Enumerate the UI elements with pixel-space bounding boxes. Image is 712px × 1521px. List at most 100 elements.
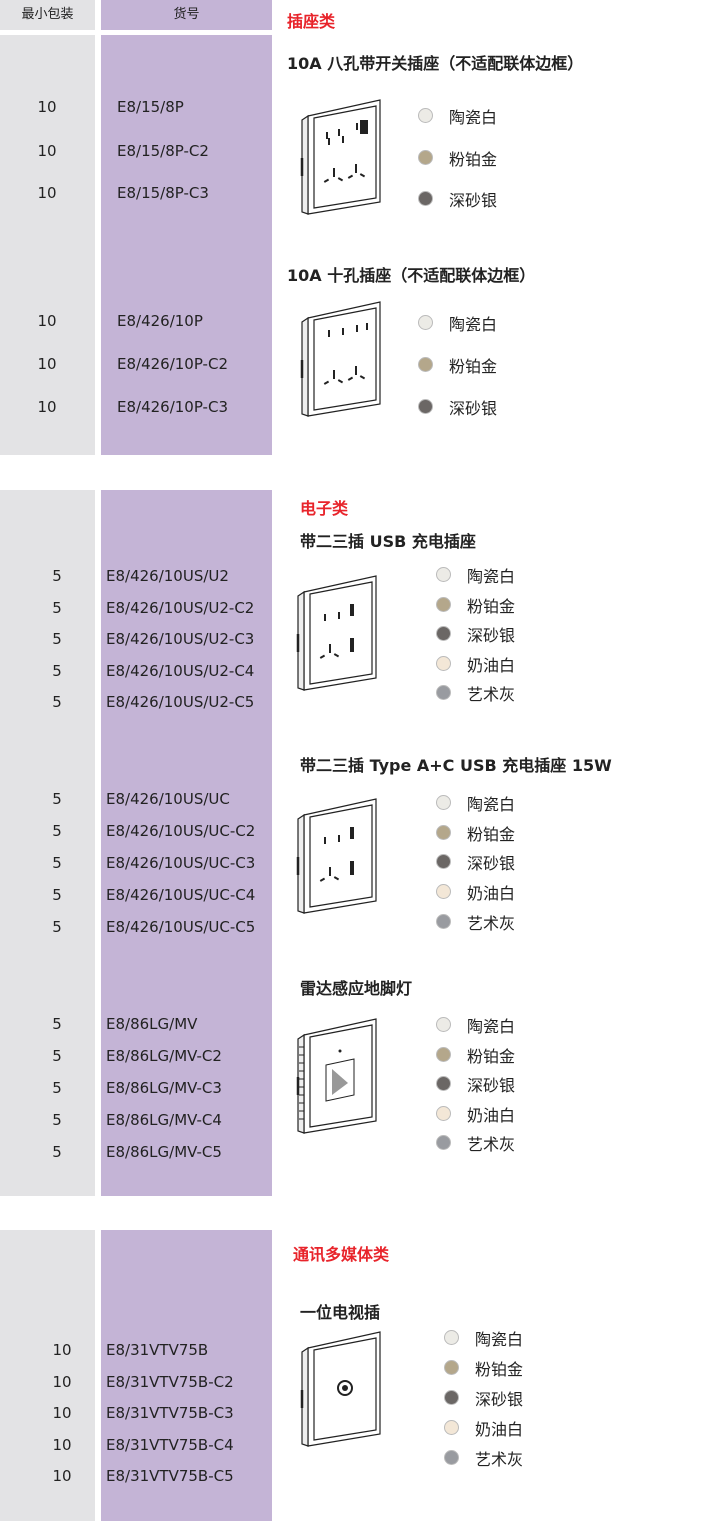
color-swatch bbox=[436, 1135, 451, 1150]
product-code: E8/86LG/MV bbox=[106, 1015, 198, 1033]
code-column bbox=[101, 1230, 272, 1521]
product-name: 一位电视插 bbox=[300, 1303, 381, 1322]
color-swatch bbox=[436, 1076, 451, 1091]
color-name: 深砂银 bbox=[475, 1390, 524, 1409]
product-code: E8/31VTV75B-C4 bbox=[106, 1435, 234, 1454]
color-swatch bbox=[444, 1360, 459, 1375]
color-name: 陶瓷白 bbox=[475, 1330, 524, 1349]
color-name: 艺术灰 bbox=[467, 913, 516, 933]
color-name: 粉铂金 bbox=[475, 1360, 524, 1379]
min-pack: 10 bbox=[37, 398, 57, 416]
min-pack: 5 bbox=[52, 1079, 62, 1097]
color-swatch bbox=[436, 596, 451, 612]
product-code: E8/15/8P-C3 bbox=[117, 184, 209, 202]
color-swatch bbox=[436, 1105, 451, 1121]
color-swatch bbox=[436, 626, 451, 641]
product-code: E8/426/10US/UC-C4 bbox=[106, 886, 256, 904]
color-name: 深砂银 bbox=[467, 626, 516, 645]
min-pack: 10 bbox=[52, 1372, 72, 1391]
product-code: E8/31VTV75B-C5 bbox=[106, 1467, 234, 1485]
color-swatch bbox=[418, 357, 433, 372]
color-name: 深砂银 bbox=[449, 191, 498, 210]
color-swatch bbox=[444, 1450, 459, 1465]
color-swatch bbox=[418, 191, 433, 206]
product-image bbox=[300, 1331, 381, 1447]
min-pack: 10 bbox=[52, 1435, 72, 1454]
product-code: E8/426/10US/U2-C2 bbox=[106, 598, 255, 617]
color-swatch bbox=[418, 108, 433, 123]
color-name: 粉铂金 bbox=[449, 150, 498, 169]
product-code: E8/15/8P bbox=[117, 98, 184, 116]
min-pack: 5 bbox=[52, 918, 62, 936]
min-pack: 10 bbox=[37, 142, 57, 160]
color-name: 陶瓷白 bbox=[449, 108, 498, 127]
min-pack: 10 bbox=[52, 1341, 72, 1359]
min-pack: 10 bbox=[37, 98, 57, 116]
color-swatch bbox=[436, 1046, 451, 1062]
product-image bbox=[296, 798, 377, 914]
color-name: 粉铂金 bbox=[467, 824, 516, 844]
min-pack: 5 bbox=[52, 1143, 62, 1161]
color-swatch bbox=[436, 1017, 451, 1032]
section-title: 电子类 bbox=[300, 499, 349, 518]
header-cell: 货号 bbox=[101, 0, 272, 30]
color-name: 艺术灰 bbox=[467, 1135, 516, 1154]
product-code: E8/426/10P-C3 bbox=[117, 398, 228, 416]
product-code: E8/426/10US/UC bbox=[106, 790, 230, 808]
min-pack: 5 bbox=[52, 886, 62, 904]
product-code: E8/31VTV75B-C2 bbox=[106, 1372, 234, 1391]
product-name: 雷达感应地脚灯 bbox=[300, 979, 413, 998]
color-swatch bbox=[444, 1420, 459, 1435]
section-title: 插座类 bbox=[287, 12, 336, 31]
product-code: E8/426/10US/U2-C5 bbox=[106, 693, 255, 711]
min-pack: 5 bbox=[52, 854, 62, 872]
color-swatch bbox=[436, 824, 451, 840]
min-pack: 5 bbox=[52, 1015, 62, 1033]
color-swatch bbox=[436, 795, 451, 810]
color-name: 深砂银 bbox=[467, 854, 516, 874]
qty-column bbox=[0, 35, 95, 455]
product-code: E8/31VTV75B bbox=[106, 1341, 209, 1359]
min-pack: 10 bbox=[37, 312, 57, 330]
color-name: 深砂银 bbox=[449, 399, 498, 418]
product-name: 10A 十孔插座（不适配联体边框） bbox=[287, 266, 536, 285]
product-image bbox=[296, 1018, 377, 1134]
min-pack: 5 bbox=[52, 661, 62, 680]
product-image bbox=[300, 99, 381, 215]
color-name: 奶油白 bbox=[467, 655, 516, 675]
product-code: E8/86LG/MV-C3 bbox=[106, 1079, 222, 1097]
product-code: E8/86LG/MV-C4 bbox=[106, 1111, 222, 1129]
color-name: 陶瓷白 bbox=[467, 1017, 516, 1036]
color-swatch bbox=[436, 567, 451, 582]
product-code: E8/86LG/MV-C5 bbox=[106, 1143, 222, 1161]
code-column bbox=[101, 490, 272, 1196]
header-cell: 最小包装 bbox=[0, 0, 95, 30]
min-pack: 5 bbox=[52, 822, 62, 840]
section-title: 通讯多媒体类 bbox=[293, 1245, 390, 1264]
color-name: 粉铂金 bbox=[467, 1046, 516, 1066]
qty-column bbox=[0, 490, 95, 1196]
product-code: E8/31VTV75B-C3 bbox=[106, 1404, 234, 1422]
product-code: E8/426/10P-C2 bbox=[117, 355, 228, 373]
min-pack: 5 bbox=[52, 790, 62, 808]
color-name: 奶油白 bbox=[467, 1105, 516, 1125]
min-pack: 10 bbox=[37, 355, 57, 373]
product-code: E8/426/10US/U2-C4 bbox=[106, 661, 255, 680]
product-image bbox=[300, 301, 381, 417]
product-name: 带二三插 USB 充电插座 bbox=[300, 532, 476, 551]
color-swatch bbox=[436, 913, 451, 929]
min-pack: 10 bbox=[52, 1404, 72, 1422]
product-code: E8/426/10P bbox=[117, 312, 203, 330]
color-name: 粉铂金 bbox=[449, 357, 498, 376]
min-pack: 5 bbox=[52, 1111, 62, 1129]
min-pack: 5 bbox=[52, 630, 62, 648]
color-swatch bbox=[436, 854, 451, 870]
product-code: E8/426/10US/UC-C3 bbox=[106, 854, 256, 872]
product-code: E8/86LG/MV-C2 bbox=[106, 1047, 222, 1065]
color-name: 奶油白 bbox=[467, 884, 516, 904]
product-code: E8/426/10US/U2-C3 bbox=[106, 630, 255, 648]
product-name: 10A 八孔带开关插座（不适配联体边框） bbox=[287, 54, 584, 73]
qty-column bbox=[0, 1230, 95, 1521]
color-swatch bbox=[444, 1330, 459, 1345]
